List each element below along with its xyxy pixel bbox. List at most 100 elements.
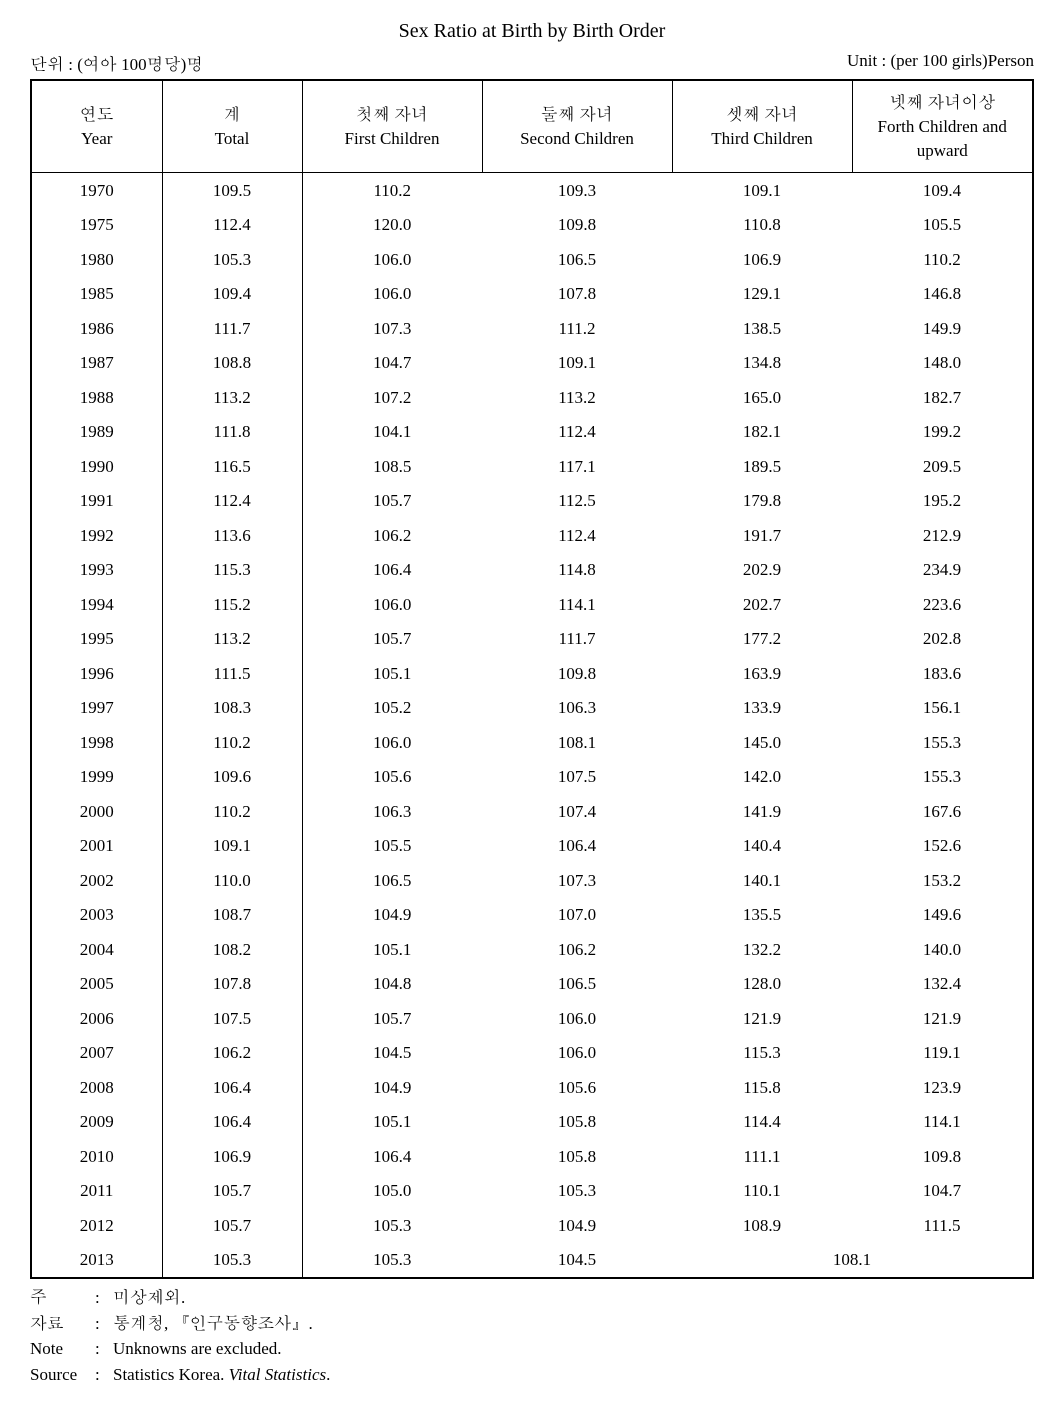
cell-fourth: 153.2 xyxy=(852,863,1032,898)
note-sep: : xyxy=(95,1285,113,1311)
cell-third: 115.8 xyxy=(672,1070,852,1105)
table-row: 2002110.0106.5107.3140.1153.2 xyxy=(32,863,1032,898)
cell-first: 106.5 xyxy=(302,863,482,898)
cell-third: 134.8 xyxy=(672,346,852,381)
cell-fourth: 155.3 xyxy=(852,760,1032,795)
cell-fourth: 195.2 xyxy=(852,484,1032,519)
cell-total: 110.2 xyxy=(162,794,302,829)
table-row: 1975112.4120.0109.8110.8105.5 xyxy=(32,208,1032,243)
table-row: 1995113.2105.7111.7177.2202.8 xyxy=(32,622,1032,657)
header-second-kr: 둘째 자녀 xyxy=(541,105,613,124)
cell-first: 106.4 xyxy=(302,1139,482,1174)
cell-second: 107.8 xyxy=(482,277,672,312)
cell-fourth: 212.9 xyxy=(852,518,1032,553)
cell-first: 106.4 xyxy=(302,553,482,588)
table-row: 2004108.2105.1106.2132.2140.0 xyxy=(32,932,1032,967)
cell-first: 104.9 xyxy=(302,898,482,933)
cell-first: 104.9 xyxy=(302,1070,482,1105)
cell-year: 2008 xyxy=(32,1070,162,1105)
cell-first: 120.0 xyxy=(302,208,482,243)
cell-fourth: 121.9 xyxy=(852,1001,1032,1036)
table-row: 1970109.5110.2109.3109.1109.4 xyxy=(32,173,1032,208)
table-row: 1989111.8104.1112.4182.1199.2 xyxy=(32,415,1032,450)
cell-year: 2006 xyxy=(32,1001,162,1036)
header-total: 계 Total xyxy=(162,81,302,173)
cell-total: 108.3 xyxy=(162,691,302,726)
cell-year: 1970 xyxy=(32,173,162,208)
cell-third: 191.7 xyxy=(672,518,852,553)
cell-first: 105.7 xyxy=(302,622,482,657)
cell-fourth: 152.6 xyxy=(852,829,1032,864)
table-row: 1998110.2106.0108.1145.0155.3 xyxy=(32,725,1032,760)
cell-second: 111.2 xyxy=(482,311,672,346)
cell-first: 107.2 xyxy=(302,380,482,415)
cell-third: 140.4 xyxy=(672,829,852,864)
header-second-en: Second Children xyxy=(520,129,634,148)
source-en: Source : Statistics Korea. Vital Statist… xyxy=(30,1362,1034,1388)
cell-total: 111.8 xyxy=(162,415,302,450)
cell-year: 2001 xyxy=(32,829,162,864)
header-fourth-kr: 넷째 자녀이상 xyxy=(889,93,995,112)
cell-fourth: 156.1 xyxy=(852,691,1032,726)
table-row: 1999109.6105.6107.5142.0155.3 xyxy=(32,760,1032,795)
cell-second: 106.3 xyxy=(482,691,672,726)
cell-year: 1999 xyxy=(32,760,162,795)
cell-year: 2004 xyxy=(32,932,162,967)
note-sep: : xyxy=(95,1362,113,1388)
cell-second: 108.1 xyxy=(482,725,672,760)
cell-second: 106.4 xyxy=(482,829,672,864)
cell-fourth: 209.5 xyxy=(852,449,1032,484)
header-year: 연도 Year xyxy=(32,81,162,173)
cell-third: 110.8 xyxy=(672,208,852,243)
cell-first: 106.3 xyxy=(302,794,482,829)
cell-third: 133.9 xyxy=(672,691,852,726)
header-fourth-en: Forth Children and upward xyxy=(878,117,1007,160)
cell-year: 1988 xyxy=(32,380,162,415)
cell-total: 112.4 xyxy=(162,484,302,519)
table-row: 2012105.7105.3104.9108.9111.5 xyxy=(32,1208,1032,1243)
cell-third: 115.3 xyxy=(672,1036,852,1071)
cell-year: 1990 xyxy=(32,449,162,484)
cell-fourth: 119.1 xyxy=(852,1036,1032,1071)
cell-fourth: 234.9 xyxy=(852,553,1032,588)
cell-second: 107.4 xyxy=(482,794,672,829)
cell-third: 110.1 xyxy=(672,1174,852,1209)
source-en-suffix: . xyxy=(326,1365,330,1384)
cell-third: 132.2 xyxy=(672,932,852,967)
note-kr-text: 미상제외. xyxy=(113,1285,185,1311)
cell-fourth: 111.5 xyxy=(852,1208,1032,1243)
table-header: 연도 Year 계 Total 첫째 자녀 First Children 둘째 … xyxy=(32,81,1032,173)
cell-year: 1996 xyxy=(32,656,162,691)
cell-third: 108.9 xyxy=(672,1208,852,1243)
cell-total: 108.2 xyxy=(162,932,302,967)
source-kr-label: 자료 xyxy=(30,1311,95,1337)
cell-first: 106.2 xyxy=(302,518,482,553)
cell-fourth: 202.8 xyxy=(852,622,1032,657)
cell-year: 2013 xyxy=(32,1243,162,1278)
cell-total: 106.9 xyxy=(162,1139,302,1174)
data-table: 연도 Year 계 Total 첫째 자녀 First Children 둘째 … xyxy=(32,81,1032,1277)
cell-second: 107.0 xyxy=(482,898,672,933)
header-third: 셋째 자녀 Third Children xyxy=(672,81,852,173)
note-kr-label: 주 xyxy=(30,1285,95,1311)
cell-fourth: 155.3 xyxy=(852,725,1032,760)
cell-year: 1992 xyxy=(32,518,162,553)
cell-first: 106.0 xyxy=(302,242,482,277)
cell-fourth: 199.2 xyxy=(852,415,1032,450)
cell-year: 2003 xyxy=(32,898,162,933)
cell-second: 107.3 xyxy=(482,863,672,898)
cell-third: 145.0 xyxy=(672,725,852,760)
cell-third: 129.1 xyxy=(672,277,852,312)
cell-second: 117.1 xyxy=(482,449,672,484)
cell-total: 105.7 xyxy=(162,1174,302,1209)
note-en-text: Unknowns are excluded. xyxy=(113,1336,282,1362)
cell-third: 163.9 xyxy=(672,656,852,691)
cell-total: 111.5 xyxy=(162,656,302,691)
cell-first: 105.6 xyxy=(302,760,482,795)
header-third-en: Third Children xyxy=(711,129,813,148)
header-row: 연도 Year 계 Total 첫째 자녀 First Children 둘째 … xyxy=(32,81,1032,173)
cell-second: 106.0 xyxy=(482,1036,672,1071)
cell-fourth: 109.4 xyxy=(852,173,1032,208)
cell-third: 106.9 xyxy=(672,242,852,277)
cell-second: 104.5 xyxy=(482,1243,672,1278)
